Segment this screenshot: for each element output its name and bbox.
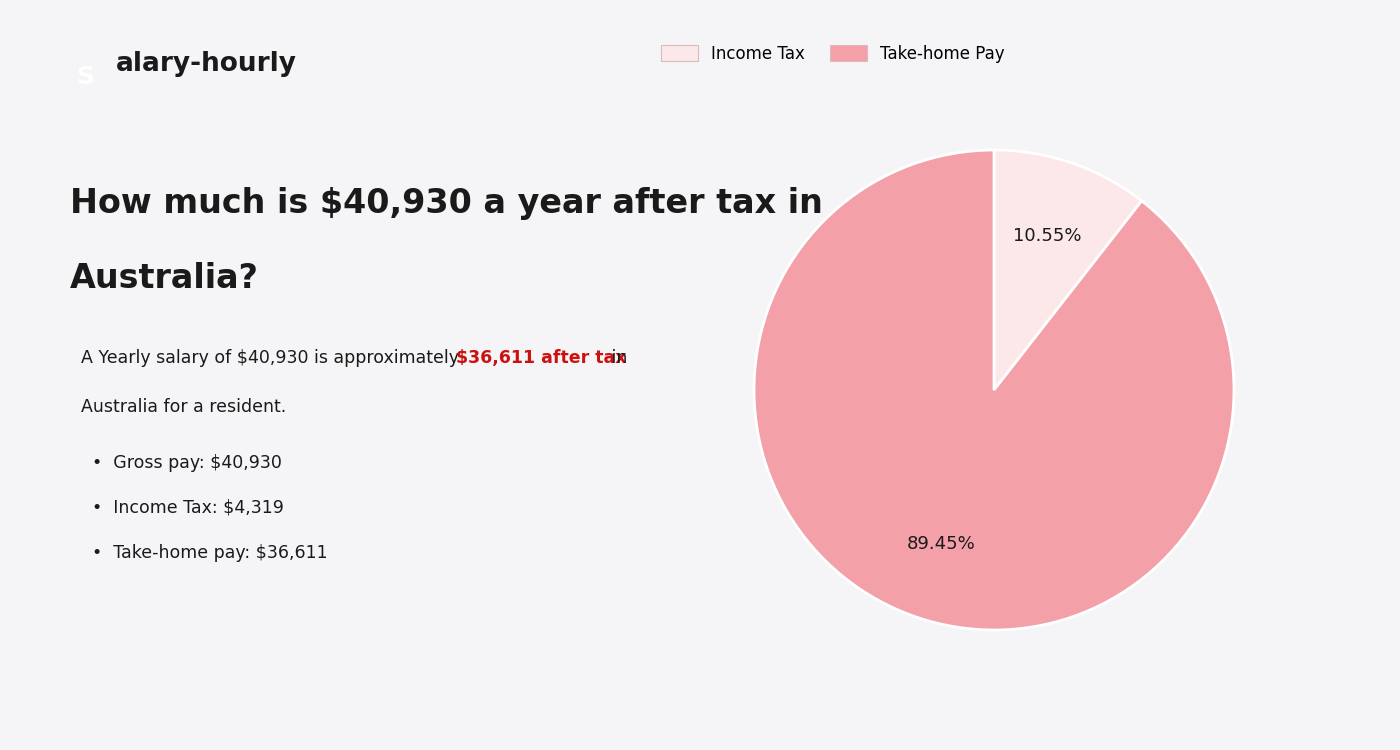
Text: How much is $40,930 a year after tax in: How much is $40,930 a year after tax in <box>70 188 823 220</box>
Text: •  Gross pay: $40,930: • Gross pay: $40,930 <box>92 454 283 472</box>
Text: S: S <box>77 65 94 89</box>
Text: in: in <box>606 349 627 367</box>
Text: Australia for a resident.: Australia for a resident. <box>81 398 287 416</box>
Text: •  Income Tax: $4,319: • Income Tax: $4,319 <box>92 499 284 517</box>
Text: alary-hourly: alary-hourly <box>116 51 297 76</box>
Text: A Yearly salary of $40,930 is approximately: A Yearly salary of $40,930 is approximat… <box>81 349 465 367</box>
Text: Australia?: Australia? <box>70 262 259 296</box>
Text: •  Take-home pay: $36,611: • Take-home pay: $36,611 <box>92 544 328 562</box>
Text: $36,611 after tax: $36,611 after tax <box>456 349 627 367</box>
Wedge shape <box>755 150 1233 630</box>
Wedge shape <box>994 150 1141 390</box>
Legend: Income Tax, Take-home Pay: Income Tax, Take-home Pay <box>654 38 1011 70</box>
Text: 89.45%: 89.45% <box>907 536 976 554</box>
Text: 10.55%: 10.55% <box>1012 226 1081 244</box>
